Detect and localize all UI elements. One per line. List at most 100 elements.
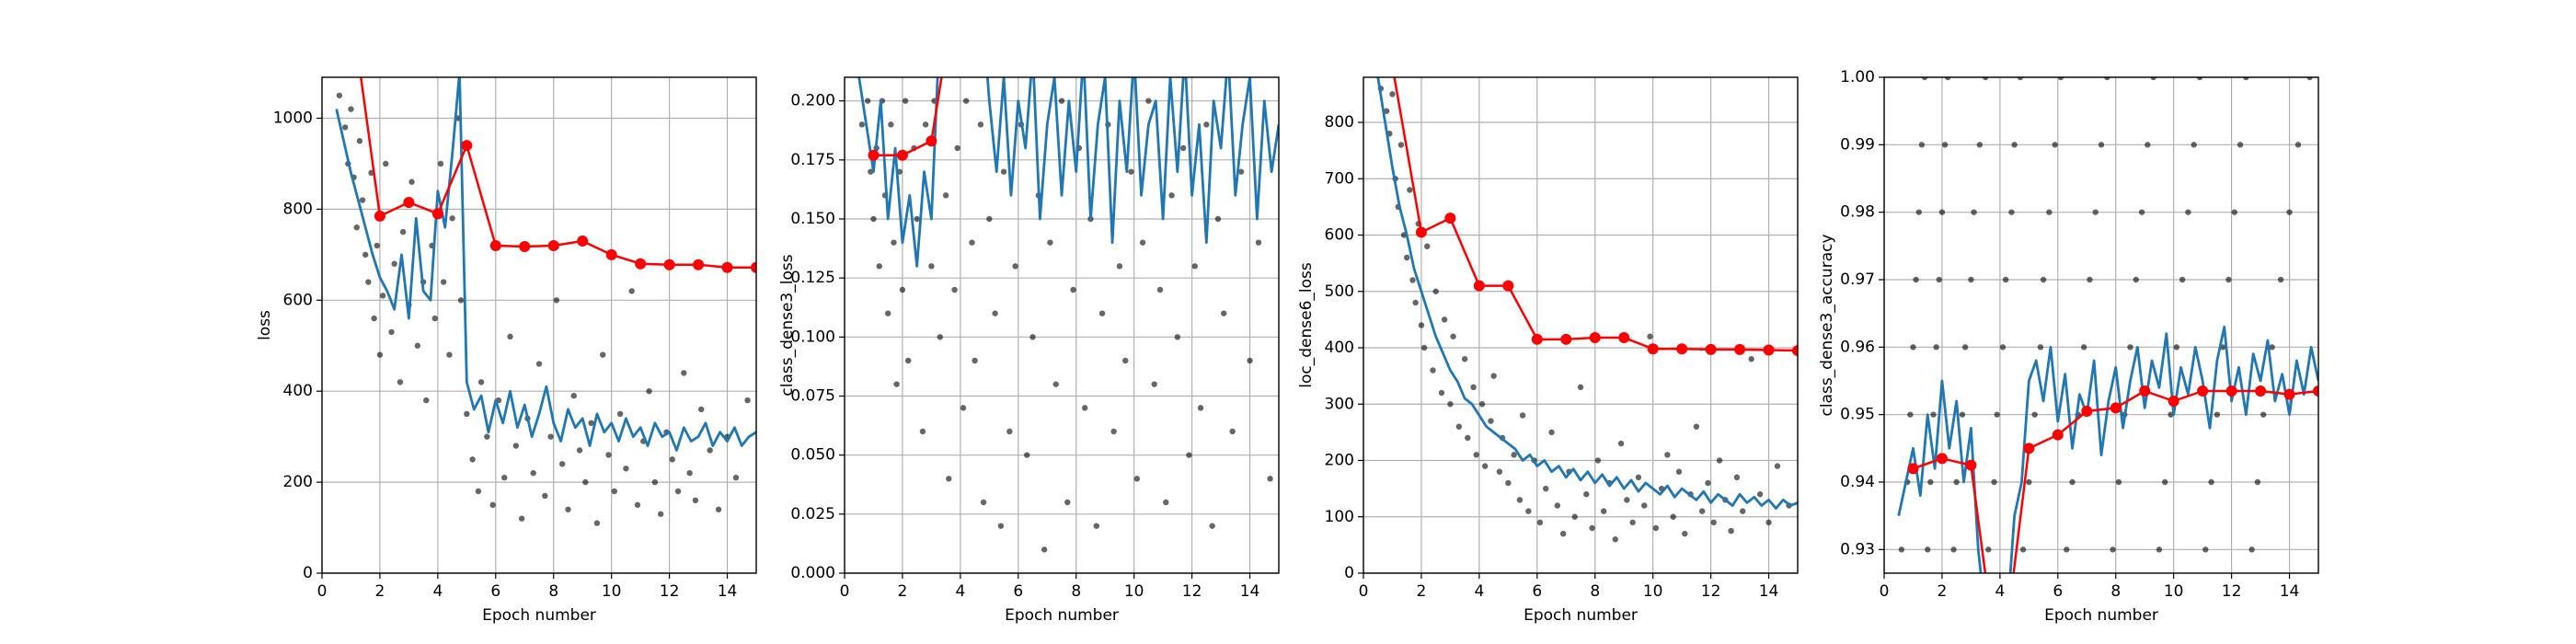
point [588, 420, 594, 427]
point [2069, 478, 2076, 486]
marker [2313, 385, 2318, 397]
y-tick-label: 800 [1325, 113, 1354, 132]
point [1936, 276, 1942, 283]
point [464, 410, 470, 418]
point [922, 121, 929, 128]
point [397, 379, 404, 385]
point [371, 315, 377, 322]
axes-frame [1883, 76, 2319, 574]
point [1765, 519, 1772, 526]
point [374, 242, 380, 249]
y-tick-label: 800 [283, 200, 313, 218]
point [946, 476, 952, 482]
point [2026, 478, 2032, 486]
point [1203, 121, 1210, 128]
point [1907, 411, 1914, 418]
point [1418, 322, 1425, 328]
point [870, 215, 877, 223]
point [414, 342, 421, 349]
y-axis-label: loc_dense6_loss [1297, 262, 1316, 388]
marker [1560, 333, 1572, 345]
point [431, 315, 438, 322]
marker [926, 135, 937, 147]
x-tick-label: 14 [1240, 582, 1260, 601]
marker [577, 236, 589, 247]
marker [345, 0, 356, 10]
point [905, 357, 912, 364]
point [864, 98, 871, 104]
point [1536, 519, 1544, 526]
y-tick-label: 0.125 [790, 269, 835, 287]
point [2127, 344, 2133, 351]
point [628, 288, 635, 294]
marker [1502, 280, 1514, 292]
point [1122, 357, 1129, 364]
x-tick-label: 2 [898, 582, 908, 601]
point [951, 286, 958, 293]
point [336, 92, 343, 98]
x-tick-label: 10 [2164, 582, 2184, 601]
point [858, 121, 866, 128]
point [899, 286, 906, 293]
point [2248, 546, 2255, 553]
point [919, 428, 926, 435]
point [1247, 357, 1253, 364]
point [1407, 187, 1413, 193]
x-tick-label: 2 [1938, 582, 1948, 601]
point [1006, 428, 1013, 435]
point [2208, 478, 2214, 486]
point [2225, 276, 2232, 283]
x-axis-label: Epoch number [2044, 606, 2158, 625]
x-tick-label: 0 [317, 582, 328, 601]
marker [1386, 61, 1397, 72]
point [1999, 344, 2007, 351]
y-tick-label: 100 [1325, 508, 1354, 526]
marker [1705, 343, 1717, 355]
point [1675, 468, 1683, 475]
point [2173, 344, 2180, 351]
x-tick-label: 12 [1182, 582, 1202, 601]
point [1424, 243, 1431, 249]
point [1041, 546, 1048, 553]
marker [403, 196, 415, 208]
point [1163, 499, 1169, 506]
point [893, 381, 900, 387]
y-tick-label: 0.95 [1840, 406, 1875, 424]
point [692, 497, 699, 504]
point [1255, 239, 1262, 246]
point [1589, 524, 1595, 532]
point [937, 334, 944, 340]
point [744, 397, 751, 404]
point [1913, 276, 1919, 283]
point [2286, 209, 2293, 215]
marker [693, 259, 705, 270]
point [1229, 428, 1236, 435]
y-tick-label: 1.00 [1840, 68, 1875, 86]
point [1693, 423, 1700, 430]
point [2145, 142, 2151, 148]
point [2040, 276, 2047, 283]
point [1461, 356, 1468, 362]
point [1728, 527, 1734, 535]
point [1577, 384, 1584, 391]
point [1450, 333, 1456, 339]
point [600, 351, 606, 358]
point [423, 397, 430, 404]
marker [1415, 226, 1427, 238]
point [1496, 468, 1503, 475]
point [1710, 519, 1717, 526]
marker [1734, 343, 1746, 355]
x-tick-label: 0 [1359, 582, 1369, 601]
point [1543, 485, 1549, 492]
marker [896, 149, 908, 161]
x-tick-label: 2 [1417, 582, 1427, 601]
marker [2255, 385, 2267, 397]
x-tick-label: 4 [1995, 582, 2005, 601]
point [914, 215, 920, 223]
x-tick-label: 12 [1701, 582, 1721, 601]
point [942, 192, 949, 199]
point [997, 523, 1005, 529]
point [1647, 333, 1653, 339]
point [457, 297, 465, 304]
point [888, 121, 894, 128]
